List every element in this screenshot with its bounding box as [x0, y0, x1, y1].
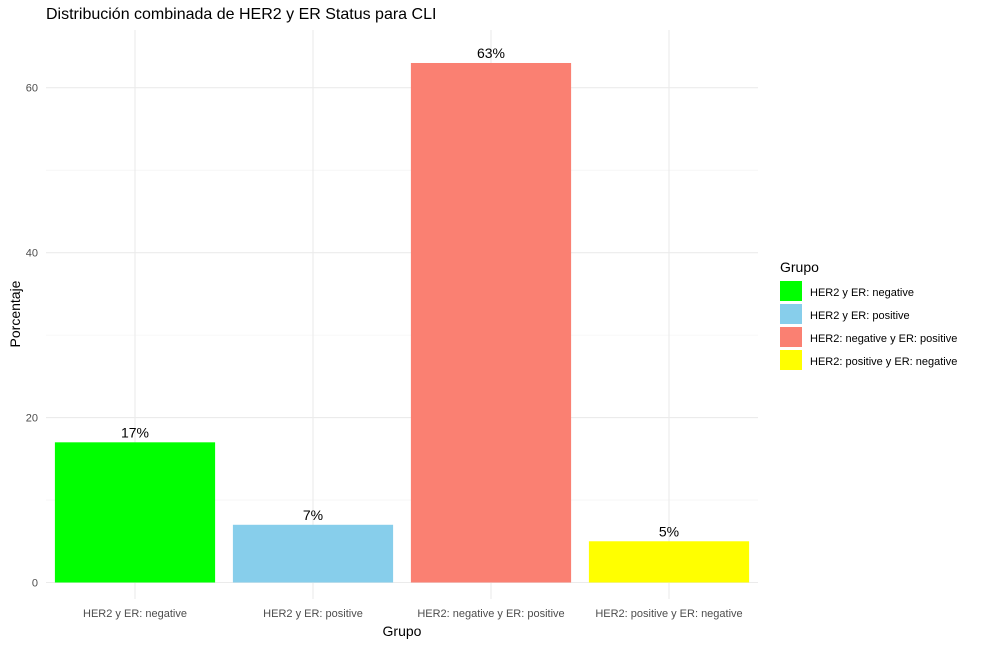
x-tick-label: HER2 y ER: negative	[83, 608, 187, 620]
bar-value-label: 7%	[303, 507, 323, 523]
y-tick-label: 0	[32, 578, 38, 590]
bar	[54, 442, 216, 583]
legend-swatch	[780, 281, 802, 301]
data-labels: 17% 7% 63% 5%	[121, 45, 679, 539]
bars	[54, 62, 750, 583]
bar-value-label: 5%	[659, 523, 679, 539]
x-tick-label: HER2: positive y ER: negative	[595, 608, 742, 620]
legend: Grupo HER2 y ER: negative HER2 y ER: posi…	[780, 259, 957, 370]
legend-title: Grupo	[780, 259, 819, 275]
legend-swatch	[780, 350, 802, 370]
bar	[410, 62, 572, 583]
legend-entry-label: HER2 y ER: negative	[810, 287, 914, 299]
legend-swatch	[780, 327, 802, 347]
x-tick-label: HER2: negative y ER: positive	[417, 608, 564, 620]
x-tick-label: HER2 y ER: positive	[263, 608, 363, 620]
legend-swatch	[780, 304, 802, 324]
y-tick-label: 20	[26, 413, 38, 425]
legend-entry-label: HER2 y ER: positive	[810, 310, 910, 322]
legend-entry-label: HER2: negative y ER: positive	[810, 333, 957, 345]
y-tick-label: 60	[26, 83, 38, 95]
x-axis: HER2 y ER: negative HER2 y ER: positive HE…	[83, 608, 743, 620]
chart-title: Distribución combinada de HER2 y ER Stat…	[46, 6, 436, 23]
y-axis-label: Porcentaje	[7, 280, 23, 347]
x-axis-label: Grupo	[383, 623, 422, 639]
y-axis: 0 20 40 60	[26, 83, 38, 590]
bar-value-label: 63%	[477, 45, 505, 61]
y-tick-label: 40	[26, 248, 38, 260]
bar-value-label: 17%	[121, 424, 149, 440]
legend-entry-label: HER2: positive y ER: negative	[810, 356, 957, 368]
bar	[588, 541, 750, 583]
bar	[232, 524, 394, 583]
